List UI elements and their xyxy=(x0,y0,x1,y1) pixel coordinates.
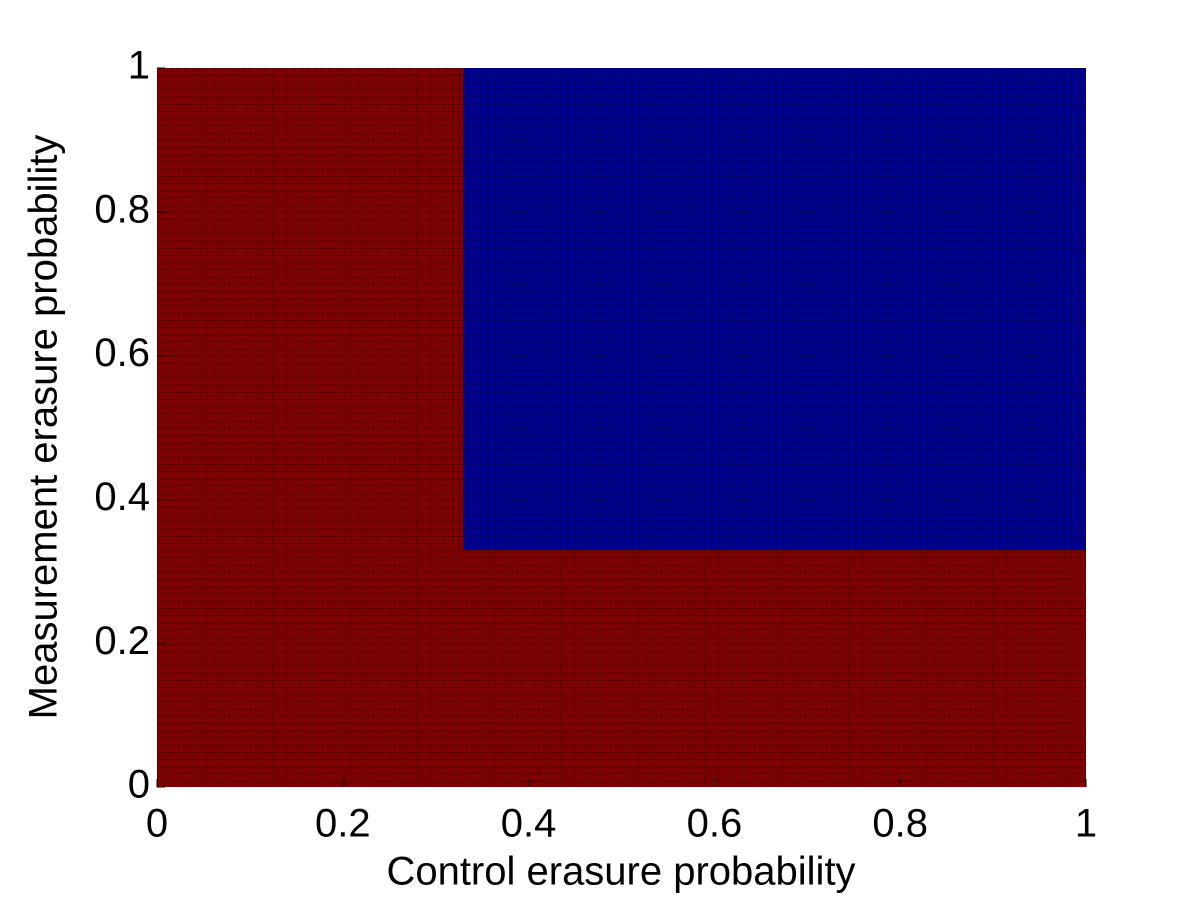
y-tick-label: 1 xyxy=(128,44,150,88)
x-axis-label: Control erasure probability xyxy=(386,850,855,894)
y-axis-label: Measurement erasure probability xyxy=(22,135,66,720)
x-tick-label: 0.2 xyxy=(315,802,371,846)
x-tick-label: 0.8 xyxy=(872,802,928,846)
x-tick-label: 0.4 xyxy=(501,802,557,846)
x-tick-label: 0 xyxy=(146,802,168,846)
y-tick-label: 0 xyxy=(128,763,150,807)
x-tick-label: 1 xyxy=(1075,802,1097,846)
y-tick-label: 0.2 xyxy=(94,619,150,663)
x-tick-label: 0.6 xyxy=(687,802,743,846)
y-tick-label: 0.8 xyxy=(94,187,150,231)
y-tick-label: 0.6 xyxy=(94,331,150,375)
mesh-overlay xyxy=(157,68,1086,787)
y-tick-label: 0.4 xyxy=(94,475,150,519)
